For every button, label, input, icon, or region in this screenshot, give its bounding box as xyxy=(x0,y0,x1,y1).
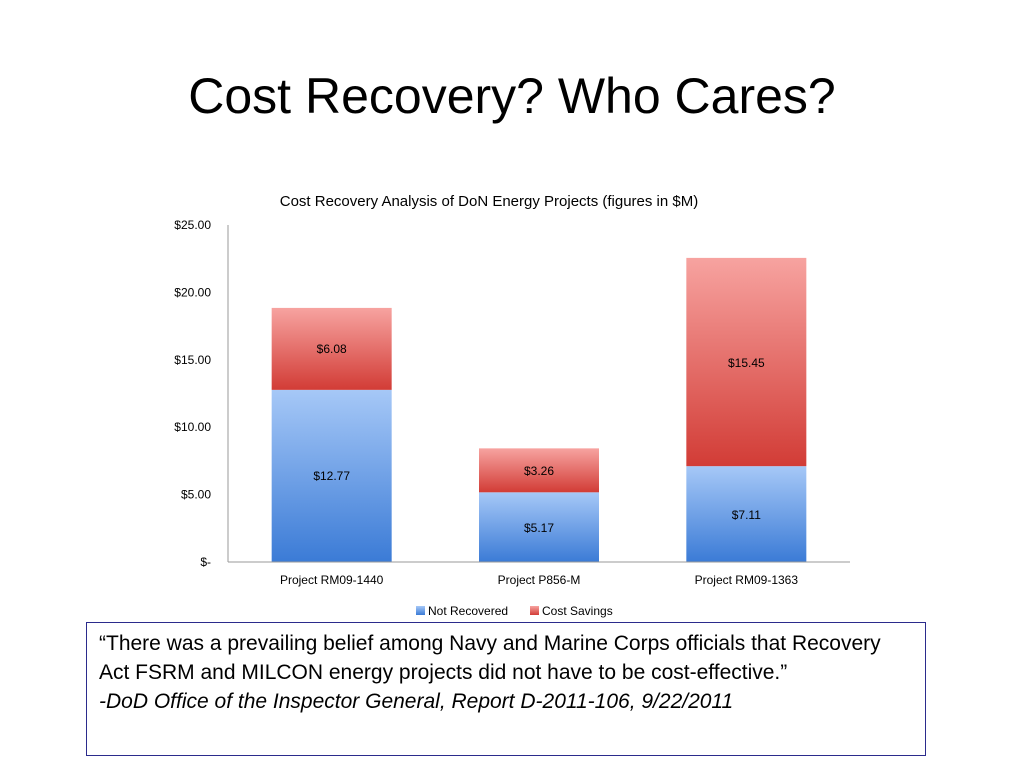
y-tick-label: $10.00 xyxy=(174,420,211,434)
y-tick-label: $5.00 xyxy=(181,488,211,502)
data-label: $7.11 xyxy=(732,508,761,522)
y-tick-label: $15.00 xyxy=(174,353,211,367)
quote-attribution: -DoD Office of the Inspector General, Re… xyxy=(99,690,734,713)
stacked-bar-chart: Cost Recovery Analysis of DoN Energy Pro… xyxy=(174,193,850,618)
bar-segment xyxy=(686,466,807,562)
bar-segment xyxy=(479,492,599,562)
data-label: $6.08 xyxy=(317,342,347,356)
quote-box: “There was a prevailing belief among Nav… xyxy=(86,622,926,756)
y-tick-label: $- xyxy=(200,555,211,569)
legend-label: Not Recovered xyxy=(428,604,508,618)
legend-swatch xyxy=(530,606,539,615)
x-tick-label: Project P856-M xyxy=(498,573,581,587)
x-tick-label: Project RM09-1440 xyxy=(280,573,384,587)
data-label: $5.17 xyxy=(524,521,554,535)
y-tick-label: $25.00 xyxy=(174,218,211,232)
data-label: $15.45 xyxy=(728,356,765,370)
data-label: $12.77 xyxy=(313,469,350,483)
data-label: $3.26 xyxy=(524,464,554,478)
quote-text: “There was a prevailing belief among Nav… xyxy=(99,632,881,684)
slide-title: Cost Recovery? Who Cares? xyxy=(188,68,836,124)
chart-title: Cost Recovery Analysis of DoN Energy Pro… xyxy=(280,193,698,210)
bar-segment xyxy=(271,389,392,562)
legend-label: Cost Savings xyxy=(542,604,613,618)
bar-segment xyxy=(686,257,807,467)
bar-segment xyxy=(271,307,392,390)
x-tick-label: Project RM09-1363 xyxy=(695,573,799,587)
bar-segment xyxy=(479,448,599,493)
y-tick-label: $20.00 xyxy=(174,285,211,299)
legend-swatch xyxy=(416,606,425,615)
